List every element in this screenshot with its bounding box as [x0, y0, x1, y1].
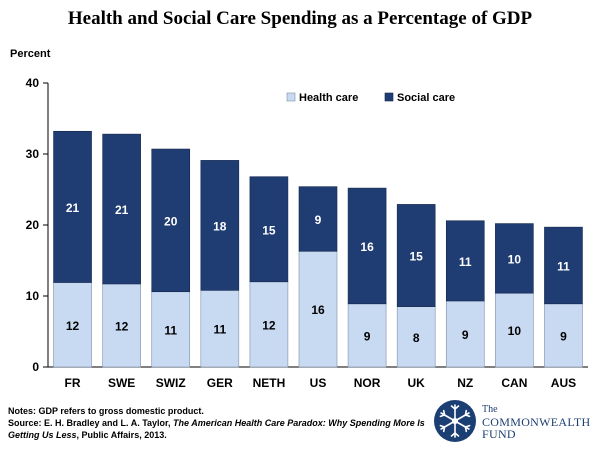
- bar-social-care: [396, 204, 436, 307]
- data-label-social-care: 9: [315, 213, 322, 227]
- data-label-social-care: 15: [262, 223, 276, 237]
- data-label-social-care: 15: [410, 250, 424, 264]
- source-line: Source: E. H. Bradley and L. A. Taylor, …: [8, 417, 428, 441]
- bar-health-care: [495, 292, 534, 368]
- logo-line-3: FUND: [482, 427, 516, 441]
- data-label-social-care: 10: [508, 252, 522, 266]
- notes-line: Notes: GDP refers to gross domestic prod…: [8, 406, 204, 416]
- legend-social-care-label: Social care: [397, 92, 455, 104]
- data-label-social-care: 21: [66, 201, 80, 215]
- bar-health-care: [544, 303, 583, 368]
- data-label-health-care: 9: [364, 329, 371, 343]
- data-label-health-care: 10: [508, 324, 522, 338]
- bar-health-care: [200, 290, 240, 368]
- data-label-social-care: 16: [360, 240, 374, 254]
- snowflake-icon: [434, 400, 476, 442]
- y-tick-label: 40: [26, 76, 40, 90]
- data-label-social-care: 20: [164, 214, 178, 228]
- logo-text: The COMMONWEALTH FUND: [482, 404, 591, 440]
- bar-social-care: [544, 226, 583, 305]
- data-label-health-care: 9: [560, 329, 567, 343]
- data-label-health-care: 8: [413, 331, 420, 345]
- source-prefix: Source: E. H. Bradley and L. A. Taylor,: [8, 418, 174, 428]
- bar-social-care: [200, 160, 240, 291]
- bar-social-care: [347, 187, 387, 305]
- x-tick-label: AUS: [551, 376, 576, 390]
- x-tick-label: CAN: [501, 376, 527, 390]
- stacked-bar-chart: Percent 0 10 20 30 40 12 21 FR 12 21 SWE 11 20 SWIZ 11 1…: [10, 48, 588, 390]
- bar-social-care: [53, 130, 92, 283]
- x-tick-label: FR: [65, 376, 81, 390]
- data-label-social-care: 11: [459, 255, 472, 269]
- commonwealth-fund-logo: The COMMONWEALTH FUND: [430, 396, 595, 446]
- x-tick-label: NZ: [457, 376, 473, 390]
- bar-social-care: [102, 133, 141, 285]
- x-tick-label: SWE: [108, 376, 135, 390]
- data-label-health-care: 12: [115, 319, 129, 333]
- data-label-health-care: 16: [311, 303, 325, 317]
- data-label-health-care: 9: [462, 328, 469, 342]
- bar-health-care: [445, 300, 485, 368]
- bar-social-care: [445, 220, 485, 302]
- data-label-health-care: 11: [213, 323, 226, 337]
- data-label-health-care: 12: [262, 318, 276, 332]
- bar-social-care: [151, 148, 191, 293]
- legend-health-care-label: Health care: [299, 92, 358, 104]
- logo-line-2: COMMONWEALTH: [482, 415, 591, 429]
- data-label-social-care: 11: [557, 259, 570, 273]
- x-tick-label: NOR: [354, 376, 381, 390]
- y-tick-label: 20: [26, 218, 40, 232]
- y-tick-label: 30: [26, 147, 40, 161]
- logo-line-1: The: [482, 404, 498, 415]
- x-tick-label: US: [310, 376, 327, 390]
- y-tick-label: 0: [32, 360, 39, 374]
- x-tick-label: SWIZ: [156, 376, 186, 390]
- bar-social-care: [298, 186, 338, 252]
- source-suffix: , Public Affairs, 2013.: [76, 430, 167, 440]
- legend-social-care-swatch: [384, 92, 394, 102]
- bar-health-care: [151, 291, 191, 368]
- data-label-health-care: 11: [164, 323, 177, 337]
- bar-health-care: [102, 283, 141, 368]
- chart-title: Health and Social Care Spending as a Per…: [67, 8, 533, 29]
- y-axis-label: Percent: [10, 48, 51, 60]
- legend-health-care-swatch: [286, 92, 296, 102]
- data-label-social-care: 18: [213, 219, 227, 233]
- bar-social-care: [249, 176, 289, 283]
- x-tick-label: GER: [207, 376, 233, 390]
- chart-notes: Notes: GDP refers to gross domestic prod…: [8, 405, 428, 441]
- data-label-health-care: 12: [66, 319, 80, 333]
- source-title: The American Health Care Paradox: Why Sp…: [8, 418, 425, 440]
- x-tick-label: UK: [408, 376, 426, 390]
- bar-health-care: [298, 250, 338, 368]
- bar-health-care: [249, 281, 289, 368]
- y-tick-label: 10: [26, 289, 40, 303]
- bar-social-care: [495, 223, 534, 294]
- data-label-social-care: 21: [115, 203, 129, 217]
- bar-health-care: [396, 306, 436, 368]
- bar-health-care: [347, 303, 387, 368]
- x-tick-label: NETH: [253, 376, 286, 390]
